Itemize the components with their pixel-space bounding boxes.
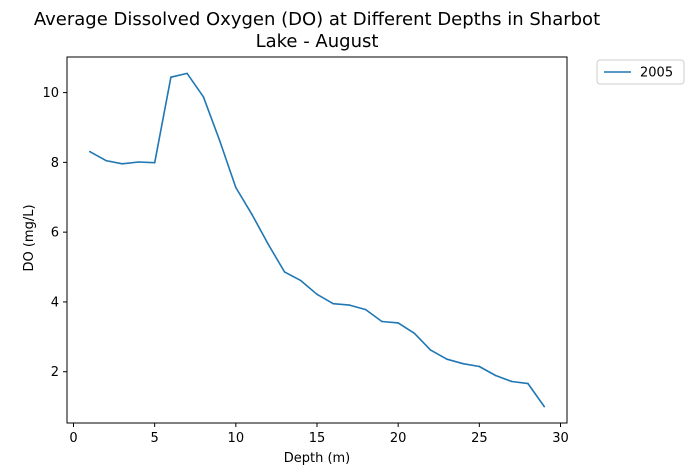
data-point — [462, 362, 464, 365]
y-tick-label: 8 — [51, 156, 59, 171]
data-point — [364, 308, 367, 311]
data-point — [186, 72, 188, 75]
y-axis: 2 4 6 8 10 — [42, 86, 67, 380]
data-point — [494, 374, 497, 377]
data-point — [332, 302, 335, 305]
legend: 2005 — [596, 59, 685, 85]
y-tick-label: 10 — [42, 86, 59, 101]
data-point — [105, 159, 107, 162]
chart-title-line-2: Lake - August — [256, 31, 379, 52]
data-point — [218, 139, 221, 142]
plot-frame — [66, 56, 568, 424]
x-tick-label: 30 — [552, 431, 569, 446]
plot-area — [66, 56, 568, 424]
legend-box — [596, 59, 685, 85]
data-point — [235, 186, 237, 189]
data-point — [381, 320, 383, 323]
data-point — [397, 322, 399, 324]
series-line-2005 — [89, 72, 545, 408]
data-point — [153, 161, 156, 164]
x-tick-label: 5 — [151, 431, 159, 446]
series-layer — [88, 72, 546, 408]
x-tick-label: 25 — [471, 431, 488, 446]
data-point — [446, 358, 448, 360]
y-axis-label: DO (mg/L) — [22, 204, 37, 271]
data-point — [527, 382, 529, 385]
data-point — [413, 332, 416, 335]
x-tick-label: 10 — [228, 431, 245, 446]
data-point — [202, 95, 205, 98]
data-point — [429, 349, 432, 351]
y-tick-label: 6 — [51, 226, 59, 241]
data-point — [88, 150, 91, 153]
data-point — [511, 380, 513, 383]
x-axis-label: Depth (m) — [284, 451, 351, 466]
y-tick-label: 2 — [51, 365, 59, 380]
data-point — [283, 271, 286, 273]
data-point — [137, 161, 140, 163]
data-point — [299, 279, 302, 282]
x-tick-label: 0 — [69, 431, 77, 446]
data-point — [478, 365, 481, 368]
chart-title-line-1: Average Dissolved Oxygen (DO) at Differe… — [34, 9, 600, 30]
data-point — [543, 405, 546, 408]
x-tick-label: 20 — [390, 431, 407, 446]
data-point — [170, 76, 172, 79]
data-point — [251, 213, 253, 216]
data-point — [267, 243, 270, 246]
data-point — [348, 304, 351, 306]
y-tick-label: 4 — [51, 295, 59, 310]
data-point — [316, 293, 318, 296]
x-axis: 0 5 10 15 20 25 30 — [69, 423, 569, 446]
data-point — [121, 162, 123, 165]
legend-label: 2005 — [640, 66, 673, 81]
x-tick-label: 15 — [309, 431, 326, 446]
